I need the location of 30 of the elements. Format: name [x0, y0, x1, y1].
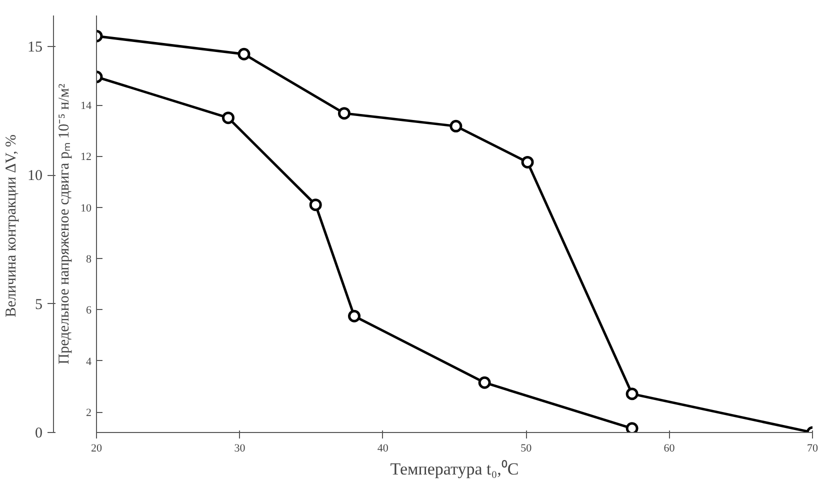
y-tick-label: 10 [28, 168, 42, 184]
point [238, 48, 250, 60]
y2-tick-label: 10 [80, 202, 92, 214]
y-tick-label: 15 [28, 39, 42, 56]
y2-tick-label: 6 [86, 304, 92, 317]
x-tick-label: 70 [807, 442, 818, 454]
point [626, 388, 638, 400]
x-tick-label: 30 [234, 442, 246, 454]
x-tick-label: 60 [664, 442, 676, 454]
y2-axis-title: Предельное напряженое сдвига pₘ 10⁻⁵ н/м² [56, 83, 72, 364]
y2-tick-label: 2 [86, 407, 92, 420]
point [478, 376, 491, 389]
y-axis-title: Величина контракции ΔV, % [4, 134, 20, 318]
point [450, 120, 462, 132]
y2-tick-label: 12 [80, 151, 92, 164]
point [338, 107, 350, 120]
y2-tick-label: 14 [80, 100, 92, 112]
x-tick-label: 20 [91, 442, 102, 454]
x-tick-label: 50 [520, 442, 532, 454]
y-tick-label: 0 [35, 426, 42, 442]
y-tick-label: 5 [35, 296, 42, 313]
y2-tick-label: 4 [86, 356, 92, 368]
point [309, 198, 322, 212]
point [222, 112, 234, 124]
point [521, 156, 534, 168]
x-tick-label: 40 [377, 442, 389, 454]
x-axis-title: Температура t₀,⁰C [390, 460, 519, 478]
y2-tick-label: 8 [86, 254, 92, 266]
point [626, 422, 638, 432]
point [348, 310, 361, 322]
